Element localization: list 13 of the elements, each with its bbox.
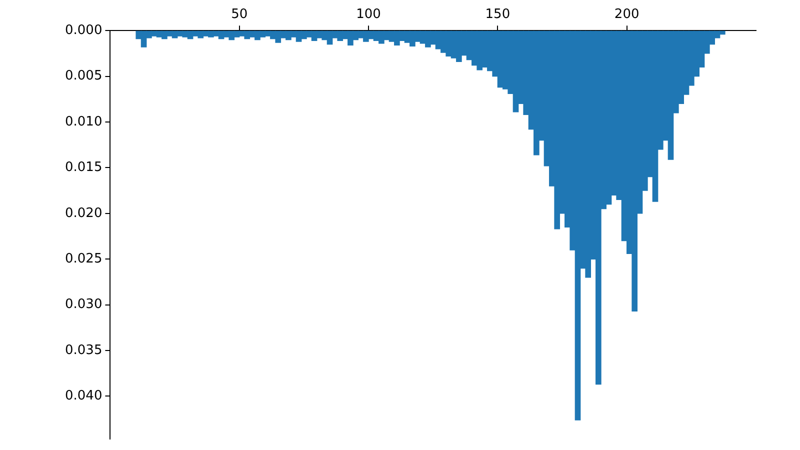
x-tick-label: 100 <box>356 7 381 22</box>
y-tick-label: 0.030 <box>65 297 102 312</box>
y-tick-label: 0.015 <box>65 160 102 176</box>
y-tick-label: 0.010 <box>65 114 102 130</box>
x-tick-label: 150 <box>485 7 510 22</box>
y-tick-label: 0.040 <box>65 388 102 404</box>
y-tick-label: 0.025 <box>65 252 102 266</box>
y-tick-label: 0.005 <box>65 68 102 84</box>
x-tick-label: 200 <box>614 7 640 22</box>
y-tick-label: 0.020 <box>65 206 102 221</box>
y-tick-label: 0.035 <box>65 342 102 358</box>
x-tick-label: 50 <box>231 7 248 22</box>
y-tick-label: 0.000 <box>65 22 102 38</box>
